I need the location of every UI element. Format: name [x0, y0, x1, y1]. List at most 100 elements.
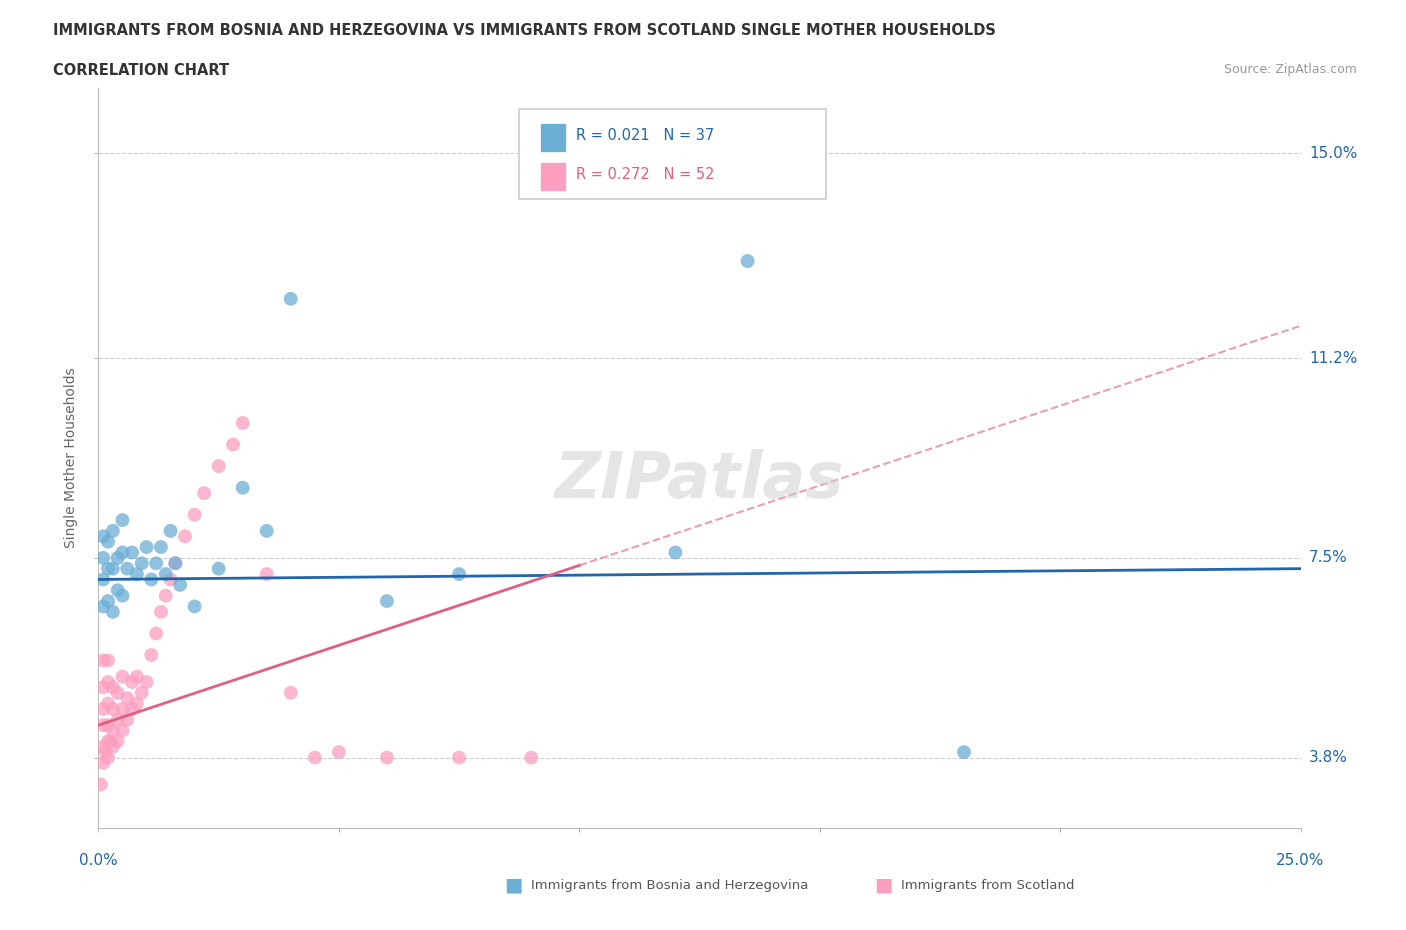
Point	[111, 701, 134, 716]
Point	[169, 578, 191, 592]
Point	[117, 712, 139, 727]
Point	[280, 291, 302, 306]
Point	[149, 539, 172, 554]
Point	[232, 416, 254, 431]
Point	[121, 674, 143, 689]
Text: 25.0%: 25.0%	[1277, 853, 1324, 868]
Point	[141, 572, 163, 587]
Point	[131, 556, 153, 571]
Point	[145, 626, 167, 641]
Point	[145, 556, 167, 571]
Bar	[540, 123, 567, 153]
Point	[101, 739, 124, 754]
Point	[280, 685, 302, 700]
Point	[117, 561, 139, 576]
Point	[256, 566, 278, 581]
Point	[101, 604, 124, 619]
Point	[91, 739, 114, 754]
Point	[447, 566, 470, 581]
Point	[183, 599, 205, 614]
Point	[165, 556, 187, 571]
Point	[90, 777, 112, 792]
Point	[125, 670, 148, 684]
Point	[222, 437, 245, 452]
Point	[97, 751, 120, 765]
Point	[155, 588, 177, 603]
Point	[111, 545, 134, 560]
Point	[125, 697, 148, 711]
Text: Immigrants from Scotland: Immigrants from Scotland	[901, 879, 1074, 892]
Point	[97, 734, 120, 749]
Point	[256, 524, 278, 538]
Point	[111, 670, 134, 684]
Text: R = 0.021   N = 37: R = 0.021 N = 37	[575, 128, 714, 143]
Point	[111, 724, 134, 738]
Text: Source: ZipAtlas.com: Source: ZipAtlas.com	[1223, 63, 1357, 76]
Point	[304, 751, 326, 765]
Point	[135, 674, 157, 689]
Point	[117, 691, 139, 706]
Point	[131, 685, 153, 700]
Text: 3.8%: 3.8%	[1309, 750, 1348, 765]
Point	[328, 745, 350, 760]
FancyBboxPatch shape	[519, 109, 825, 199]
Text: R = 0.272   N = 52: R = 0.272 N = 52	[575, 167, 714, 182]
Point	[97, 561, 120, 576]
Point	[107, 551, 129, 565]
Point	[121, 545, 143, 560]
Point	[91, 680, 114, 695]
Point	[91, 599, 114, 614]
Point	[101, 524, 124, 538]
Text: 15.0%: 15.0%	[1309, 146, 1357, 161]
Point	[165, 556, 187, 571]
Point	[121, 701, 143, 716]
Point	[100, 734, 122, 749]
Point	[97, 653, 120, 668]
Point	[953, 745, 976, 760]
Text: CORRELATION CHART: CORRELATION CHART	[53, 63, 229, 78]
Point	[375, 593, 398, 608]
Text: ZIPatlas: ZIPatlas	[555, 449, 844, 512]
Point	[232, 480, 254, 495]
Bar	[540, 162, 567, 192]
Point	[107, 685, 129, 700]
Text: IMMIGRANTS FROM BOSNIA AND HERZEGOVINA VS IMMIGRANTS FROM SCOTLAND SINGLE MOTHER: IMMIGRANTS FROM BOSNIA AND HERZEGOVINA V…	[53, 23, 997, 38]
Point	[107, 734, 129, 749]
Point	[101, 680, 124, 695]
Point	[135, 539, 157, 554]
Point	[97, 593, 120, 608]
Point	[91, 755, 114, 770]
Point	[193, 485, 215, 500]
Point	[159, 572, 181, 587]
Point	[664, 545, 686, 560]
Text: ■: ■	[873, 876, 893, 895]
Point	[208, 458, 231, 473]
Point	[97, 697, 120, 711]
Point	[107, 583, 129, 598]
Point	[91, 572, 114, 587]
Point	[101, 701, 124, 716]
Point	[111, 588, 134, 603]
Point	[94, 745, 117, 760]
Text: 7.5%: 7.5%	[1309, 551, 1347, 565]
Point	[141, 647, 163, 662]
Point	[91, 701, 114, 716]
Point	[101, 724, 124, 738]
Point	[97, 674, 120, 689]
Text: ■: ■	[503, 876, 523, 895]
Point	[447, 751, 470, 765]
Point	[737, 254, 759, 269]
Text: 11.2%: 11.2%	[1309, 351, 1357, 365]
Point	[149, 604, 172, 619]
Point	[174, 529, 197, 544]
Point	[91, 529, 114, 544]
Point	[125, 566, 148, 581]
Point	[111, 512, 134, 527]
Point	[101, 561, 124, 576]
Point	[375, 751, 398, 765]
Point	[183, 507, 205, 522]
Point	[91, 718, 114, 733]
Y-axis label: Single Mother Households: Single Mother Households	[65, 367, 79, 549]
Point	[520, 751, 543, 765]
Point	[97, 534, 120, 549]
